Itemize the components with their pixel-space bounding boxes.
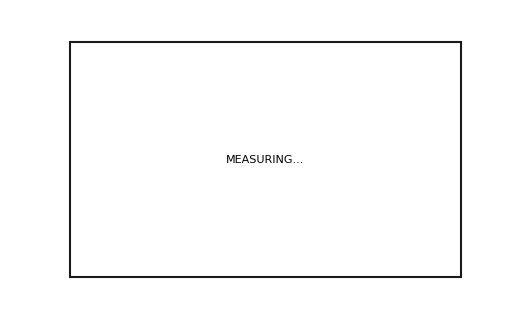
- Text: MEASURING...: MEASURING...: [226, 155, 305, 165]
